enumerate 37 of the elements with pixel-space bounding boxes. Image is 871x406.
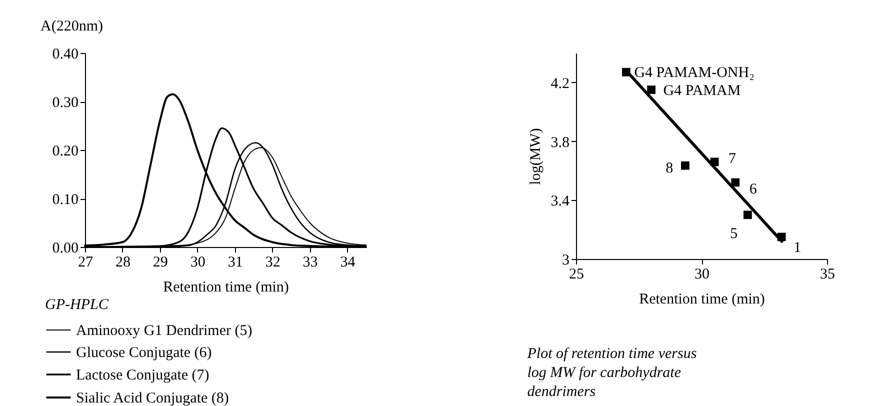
- annotation: 7: [728, 150, 737, 167]
- legend-label: Lactose Conjugate (7): [76, 368, 210, 384]
- x-tick-label: 27: [78, 254, 94, 270]
- x-tick-label: 31: [228, 254, 243, 270]
- annotation: G4 PAMAM-ONH₂: [634, 65, 754, 82]
- y-tick-label: 0.00: [52, 240, 78, 256]
- annotation: 1: [794, 240, 802, 256]
- y-tick-label: 4.2: [550, 76, 570, 92]
- annotation: G4 PAMAM: [663, 82, 741, 99]
- x-tick-label: 29: [152, 254, 168, 270]
- legend-label: Aminooxy G1 Dendrimer (5): [76, 323, 252, 339]
- y-tick-label: 0.40: [52, 46, 78, 62]
- legend-label: Sialic Acid Conjugate (8): [76, 390, 229, 406]
- annotation: 8: [666, 160, 674, 177]
- x-tick-label: 34: [340, 254, 356, 270]
- text: Plot of retention time versus log MW for carbohydrate dendrimers: [526, 346, 697, 400]
- y-tick-label: 3: [562, 252, 570, 268]
- x-tick-label: 25: [569, 266, 584, 282]
- x-axis-title: Retention time (min): [639, 292, 765, 308]
- x-axis-title: Retention time (min): [163, 280, 289, 296]
- annotation: 5: [730, 226, 738, 242]
- x-tick-label: 28: [115, 254, 130, 270]
- x-tick-label: 30: [190, 254, 206, 270]
- y-tick-label: 0.30: [52, 95, 78, 111]
- y-tick-label: 3.4: [550, 194, 570, 210]
- x-tick-label: 35: [820, 266, 835, 282]
- x-tick-label: 30: [694, 266, 710, 282]
- annotation: 6: [749, 181, 758, 198]
- y-axis-title: A(220nm): [40, 18, 103, 34]
- y-tick-label: 3.8: [550, 134, 570, 151]
- legend-label: Glucose Conjugate (6): [76, 345, 212, 361]
- x-tick-label: 32: [265, 254, 280, 270]
- y-tick-label: 0.10: [52, 192, 78, 208]
- x-tick-label: 33: [302, 254, 318, 270]
- y-axis-title: log(MW): [528, 128, 544, 185]
- legend-title: GP-HPLC: [45, 297, 110, 313]
- y-tick-label: 0.20: [52, 144, 78, 160]
